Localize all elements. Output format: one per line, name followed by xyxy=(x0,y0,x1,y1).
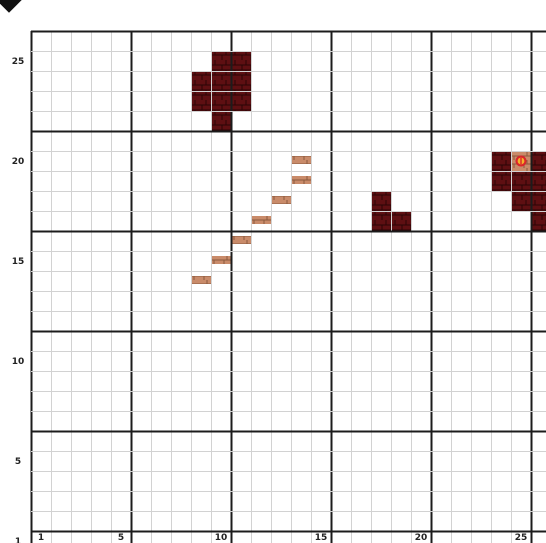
x-axis-tick-label: 10 xyxy=(215,533,228,543)
dark-brick-tile[interactable] xyxy=(531,151,546,171)
x-axis-tick-label: 20 xyxy=(415,533,428,543)
light-brick-slab[interactable] xyxy=(291,176,311,184)
y-axis-tick-label: 15 xyxy=(12,257,25,267)
spawn-point-icon[interactable] xyxy=(511,151,531,171)
dark-brick-tile[interactable] xyxy=(511,171,531,191)
x-axis-tick-label: 1 xyxy=(38,533,44,543)
grid-lines xyxy=(30,30,546,543)
dark-brick-tile[interactable] xyxy=(191,91,211,111)
dark-brick-tile[interactable] xyxy=(511,191,531,211)
dark-brick-tile[interactable] xyxy=(531,171,546,191)
dark-brick-tile[interactable] xyxy=(531,211,546,231)
y-axis-tick-label: 25 xyxy=(12,57,25,67)
dark-brick-tile[interactable] xyxy=(211,91,231,111)
dark-brick-tile[interactable] xyxy=(371,191,391,211)
dark-brick-tile[interactable] xyxy=(231,51,251,71)
light-brick-slab[interactable] xyxy=(231,236,251,244)
light-brick-slab[interactable] xyxy=(191,276,211,284)
tiles-layer[interactable] xyxy=(191,51,546,284)
dark-brick-tile[interactable] xyxy=(531,191,546,211)
y-axis-tick-label: 1 xyxy=(15,537,21,543)
y-axis-tick-label: 10 xyxy=(12,357,25,367)
light-brick-slab[interactable] xyxy=(291,156,311,164)
x-axis-tick-label: 15 xyxy=(315,533,328,543)
light-brick-slab[interactable] xyxy=(271,196,291,204)
x-axis-tick-label: 5 xyxy=(118,533,124,543)
dark-brick-tile[interactable] xyxy=(191,71,211,91)
y-axis-tick-label: 5 xyxy=(15,457,21,467)
dark-brick-tile[interactable] xyxy=(491,151,511,171)
y-axis-tick-label: 20 xyxy=(12,157,25,167)
light-brick-slab[interactable] xyxy=(211,256,231,264)
dark-brick-tile[interactable] xyxy=(211,71,231,91)
light-brick-slab[interactable] xyxy=(251,216,271,224)
dark-brick-tile[interactable] xyxy=(211,51,231,71)
dark-brick-tile[interactable] xyxy=(231,71,251,91)
dark-brick-tile[interactable] xyxy=(491,171,511,191)
dark-brick-tile[interactable] xyxy=(231,91,251,111)
dark-brick-tile[interactable] xyxy=(211,111,231,131)
dark-brick-tile[interactable] xyxy=(371,211,391,231)
x-axis-tick-label: 25 xyxy=(515,533,528,543)
dark-brick-tile[interactable] xyxy=(391,211,411,231)
